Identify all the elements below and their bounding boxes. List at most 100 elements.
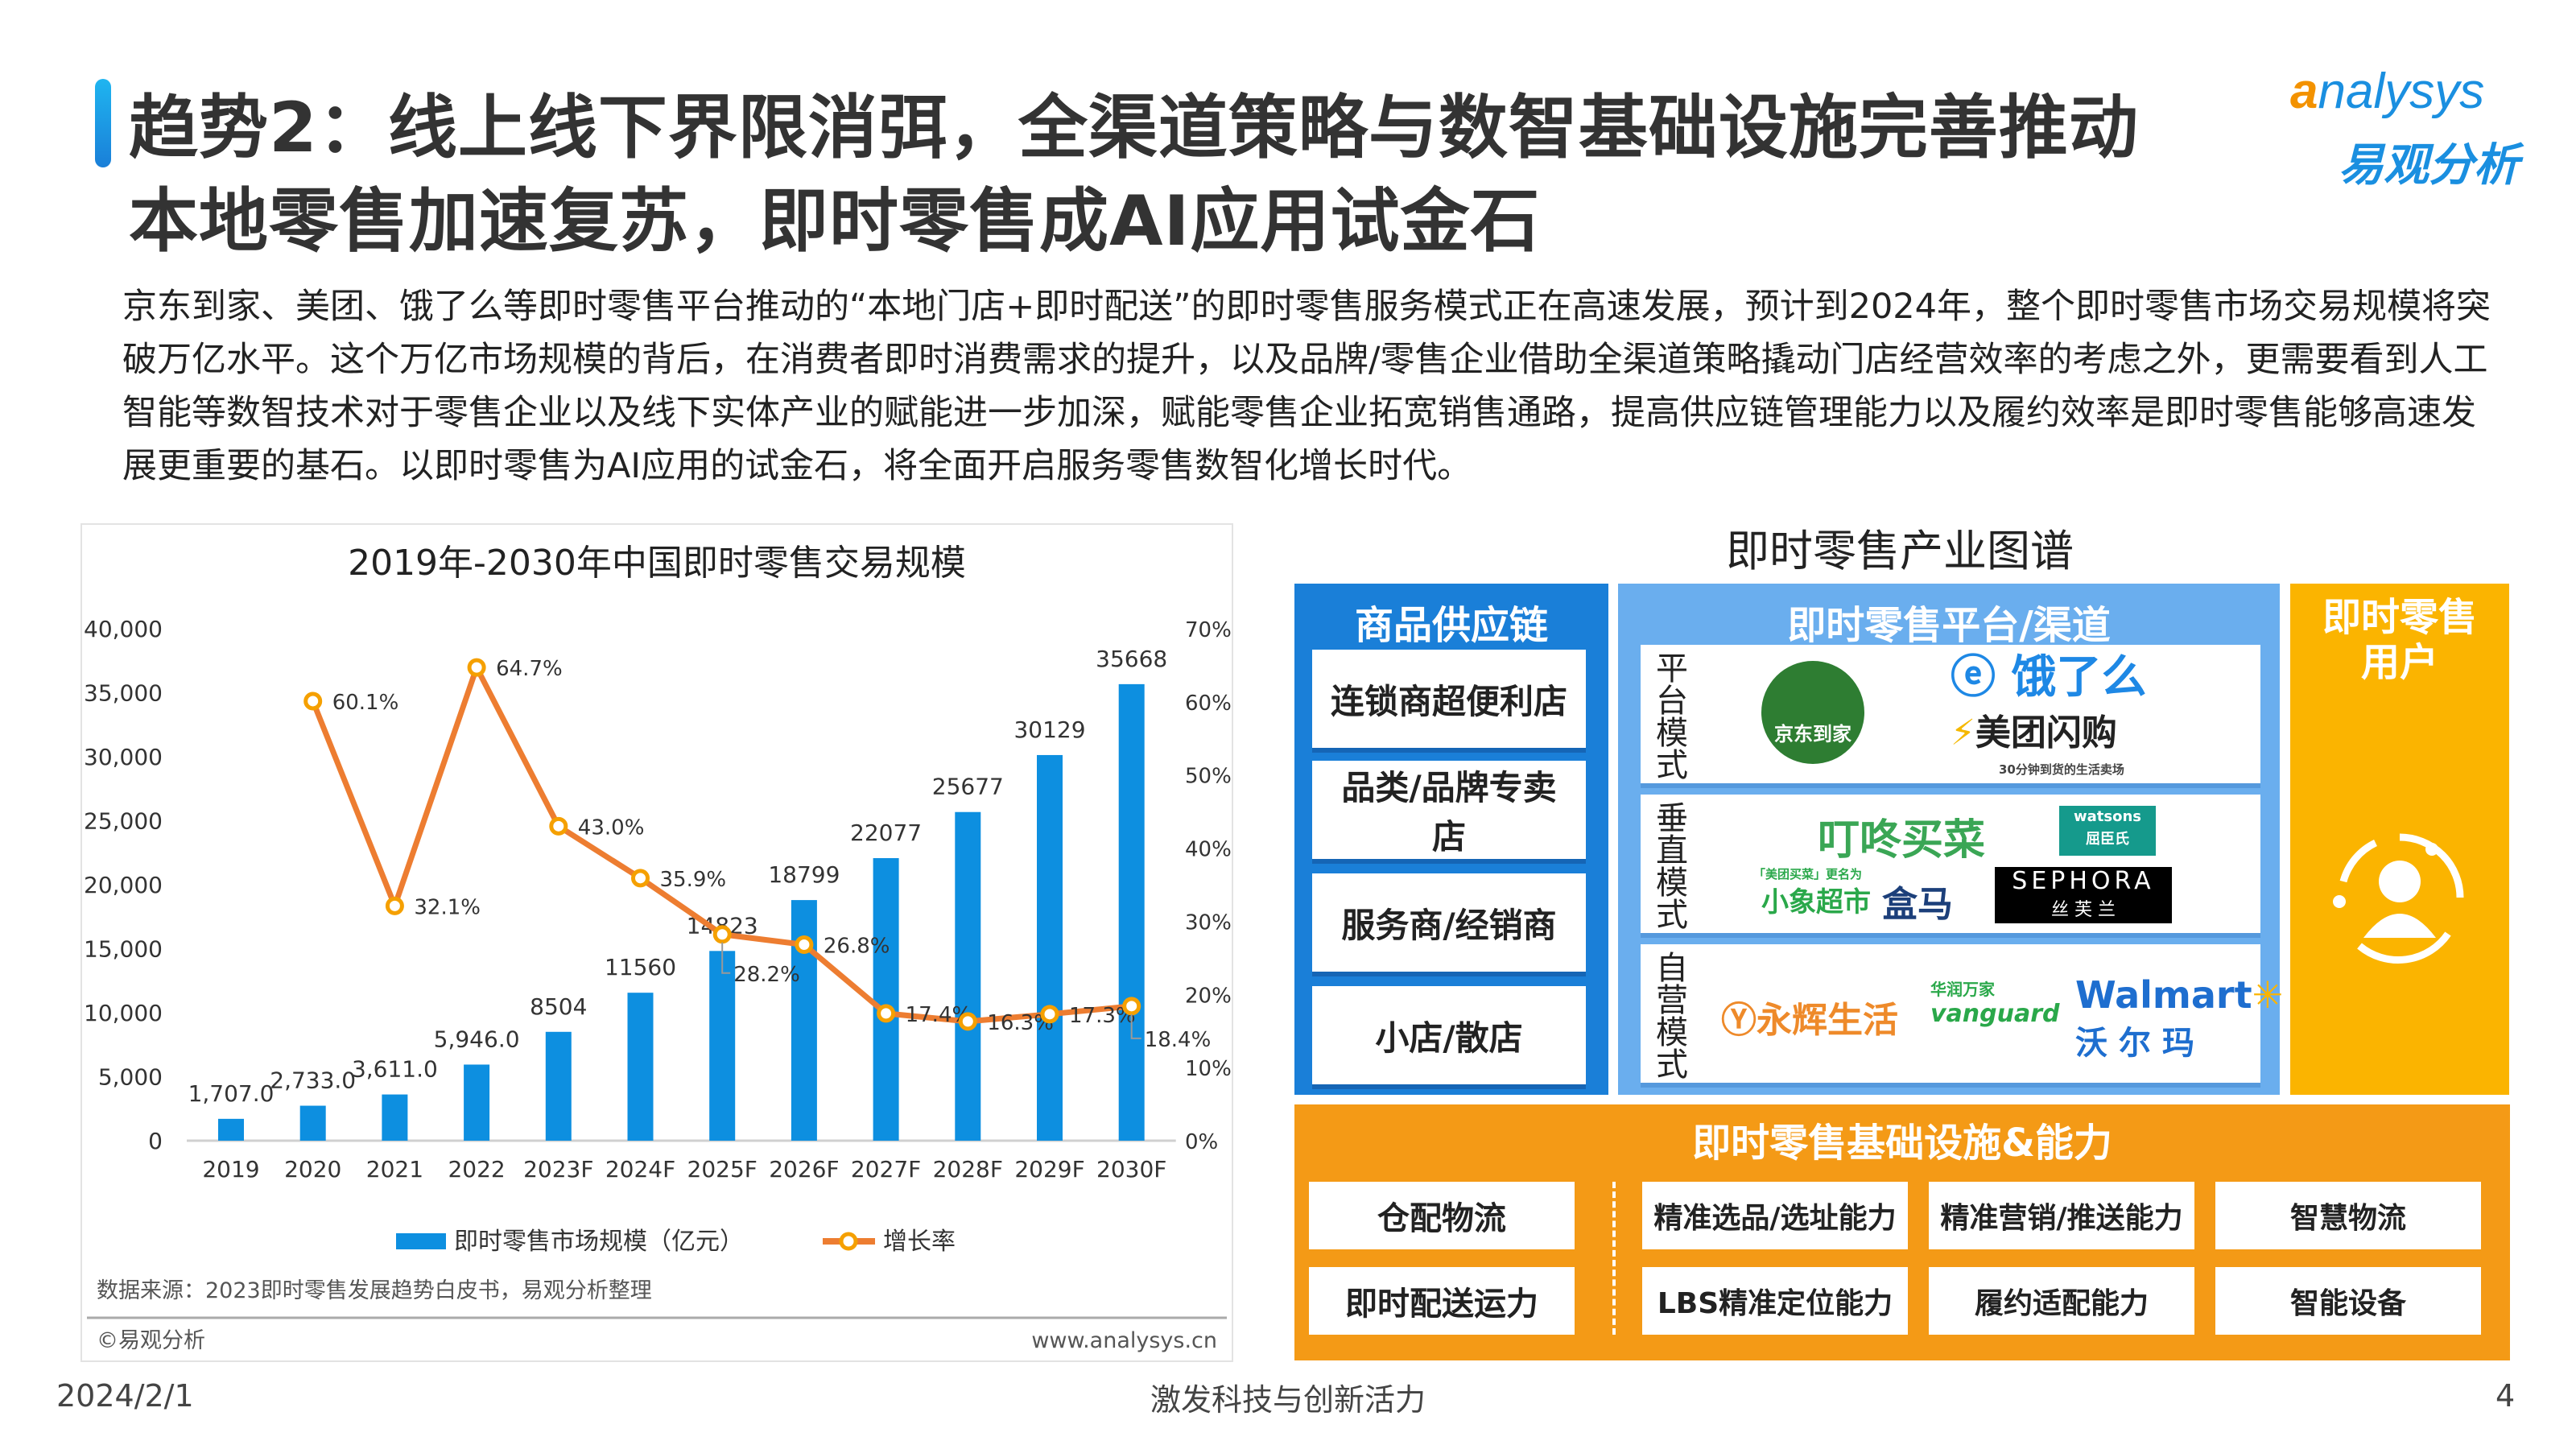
bar-data-label: 30129	[1013, 716, 1085, 743]
bar	[1118, 683, 1145, 1141]
footer-date: 2024/2/1	[56, 1378, 194, 1414]
footer-slogan: 激发科技与创新活力	[1150, 1382, 1426, 1418]
bar	[627, 993, 654, 1141]
y-left-tick-label: 5,000	[98, 1064, 163, 1091]
bar	[218, 1118, 244, 1141]
y-right-tick-label: 70%	[1185, 618, 1232, 642]
growth-rate-marker	[1040, 1005, 1059, 1024]
chart-title: 2019年-2030年中国即时零售交易规模	[348, 543, 966, 584]
x-tick-label: 2024F	[605, 1156, 675, 1183]
legend-bar-label: 即时零售市场规模（亿元）	[454, 1228, 744, 1256]
y-left-tick-label: 40,000	[84, 616, 163, 642]
bar	[464, 1064, 490, 1141]
infra-item: 智能设备	[2215, 1267, 2481, 1335]
self-operated-row: 自营模式 Ⓨ永辉生活 华润万家 vanguard Walmart✳ 沃 尔 玛	[1641, 944, 2283, 1083]
growth-rate-label: 35.9%	[660, 868, 727, 892]
growth-rate-marker	[958, 1012, 977, 1031]
bar-data-label: 35668	[1096, 646, 1167, 672]
bar	[1037, 754, 1063, 1141]
infra-item: LBS精准定位能力	[1642, 1267, 1908, 1335]
bar-data-label: 25677	[932, 774, 1004, 800]
legend: 即时零售市场规模（亿元） 增长率	[396, 1228, 956, 1256]
chart-source: 数据来源：2023即时零售发展趋势白皮书，易观分析整理	[97, 1278, 652, 1303]
infra-divider	[1612, 1182, 1616, 1335]
growth-rate-marker	[385, 896, 404, 915]
growth-rate-marker	[467, 658, 486, 677]
infra-heading: 即时零售基础设施&能力	[1692, 1121, 2112, 1166]
y-left-tick-label: 30,000	[84, 744, 163, 770]
x-tick-label: 2022	[448, 1156, 505, 1183]
supply-item: 小店/散店	[1312, 986, 1586, 1084]
y-left-tick-label: 10,000	[84, 1000, 163, 1026]
x-tick-label: 2028F	[933, 1156, 1003, 1183]
infra-item: 仓配物流	[1309, 1182, 1575, 1249]
title-accent-bar	[95, 79, 111, 167]
bar	[382, 1094, 408, 1141]
growth-rate-label: 32.1%	[414, 895, 481, 919]
users-heading: 即时零售用户	[2322, 595, 2478, 685]
y-left-tick-label: 20,000	[84, 872, 163, 898]
growth-rate-marker	[631, 869, 650, 888]
infra-item: 精准营销/推送能力	[1929, 1182, 2194, 1249]
infra-item: 履约适配能力	[1929, 1267, 2194, 1335]
growth-rate-marker	[712, 925, 732, 944]
y-right-tick-label: 50%	[1185, 765, 1232, 789]
intro-paragraph: 京东到家、美团、饿了么等即时零售平台推动的“本地门店+即时配送”的即时零售服务模…	[122, 287, 2491, 486]
y-right-tick-label: 30%	[1185, 910, 1232, 935]
page-number: 4	[2496, 1378, 2516, 1414]
bar-data-label: 11560	[605, 954, 676, 980]
growth-rate-label: 60.1%	[332, 691, 399, 715]
bar	[299, 1105, 326, 1141]
x-tick-label: 2020	[284, 1156, 341, 1183]
page-title-line2: 本地零售加速复苏，即时零售成AI应用试金石	[129, 181, 1541, 262]
legend-line-label: 增长率	[883, 1228, 956, 1256]
growth-rate-leader	[1130, 1013, 1141, 1039]
growth-rate-marker	[549, 816, 568, 836]
y-left-tick-label: 15,000	[84, 936, 163, 963]
bar-data-label: 22077	[850, 819, 922, 846]
supply-item: 连锁商超便利店	[1312, 650, 1586, 748]
infra-item: 即时配送运力	[1309, 1267, 1575, 1335]
page-title-line1: 趋势2：线上线下界限消弭，全渠道策略与数智基础设施完善推动	[129, 88, 2139, 168]
legend-line-marker	[839, 1232, 858, 1251]
dingdong-logo: 叮咚买菜	[1818, 816, 1986, 865]
supply-item: 服务商/经销商	[1312, 873, 1586, 972]
growth-rate-label: 64.7%	[496, 657, 563, 681]
y-right-tick-label: 0%	[1185, 1130, 1218, 1154]
infra-item: 智慧物流	[2215, 1182, 2481, 1249]
y-left-tick-label: 25,000	[84, 808, 163, 835]
bar	[873, 857, 899, 1141]
growth-rate-leader	[721, 942, 731, 974]
y-right-tick-label: 40%	[1185, 838, 1232, 862]
platform-column: 即时零售平台/渠道 平台模式 京东到家 ⓔ 饿了么 ⚡美团闪购 30分钟到货的生…	[1618, 584, 2283, 1095]
growth-rate-marker	[795, 935, 814, 955]
y-left-tick-label: 35,000	[84, 680, 163, 707]
row-label: 垂直模式	[1650, 801, 1687, 930]
chart-copyright: ©易观分析	[97, 1328, 205, 1353]
infrastructure-panel: 即时零售基础设施&能力 仓配物流 即时配送运力 精准选品/选址能力 精准营销/推…	[1294, 1104, 2510, 1360]
y-right-tick-label: 60%	[1185, 691, 1232, 716]
growth-rate-label: 26.8%	[824, 935, 890, 959]
watsons-logo: watsons 屈臣氏	[2059, 806, 2156, 856]
bar-data-label: 8504	[530, 993, 587, 1020]
growth-rate-label: 18.4%	[1145, 1028, 1212, 1052]
eleme-logo: ⓔ 饿了么	[1951, 651, 2147, 704]
growth-rate-marker	[303, 691, 323, 711]
analysys-logo-cn: 易观分析	[2339, 139, 2519, 192]
platform-heading: 即时零售平台/渠道	[1787, 603, 2111, 648]
row-label: 自营模式	[1650, 951, 1687, 1080]
growth-rate-label: 43.0%	[578, 815, 645, 840]
hema-logo: 盒马	[1882, 884, 1953, 925]
legend-bar-swatch	[396, 1233, 446, 1249]
bar-data-label: 2,733.0	[270, 1067, 356, 1094]
jd-daojia-logo: 京东到家	[1761, 661, 1864, 764]
x-tick-label: 2023F	[523, 1156, 593, 1183]
meituan-shangou-logo: ⚡美团闪购	[1951, 712, 2117, 753]
market-size-chart: 2019年-2030年中国即时零售交易规模 0 5,000 10,000 15,000…	[84, 543, 1232, 1353]
vertical-mode-row: 垂直模式 叮咚买菜 watsons 屈臣氏 「美团买菜」更名为 小象超市 盒马 S…	[1641, 795, 2260, 933]
diagram-title: 即时零售产业图谱	[1726, 526, 2074, 576]
bar-data-label: 5,946.0	[434, 1026, 520, 1052]
x-tick-label: 2019	[202, 1156, 259, 1183]
bar-data-label: 3,611.0	[352, 1056, 438, 1083]
y-left-tick-label: 0	[148, 1128, 163, 1154]
